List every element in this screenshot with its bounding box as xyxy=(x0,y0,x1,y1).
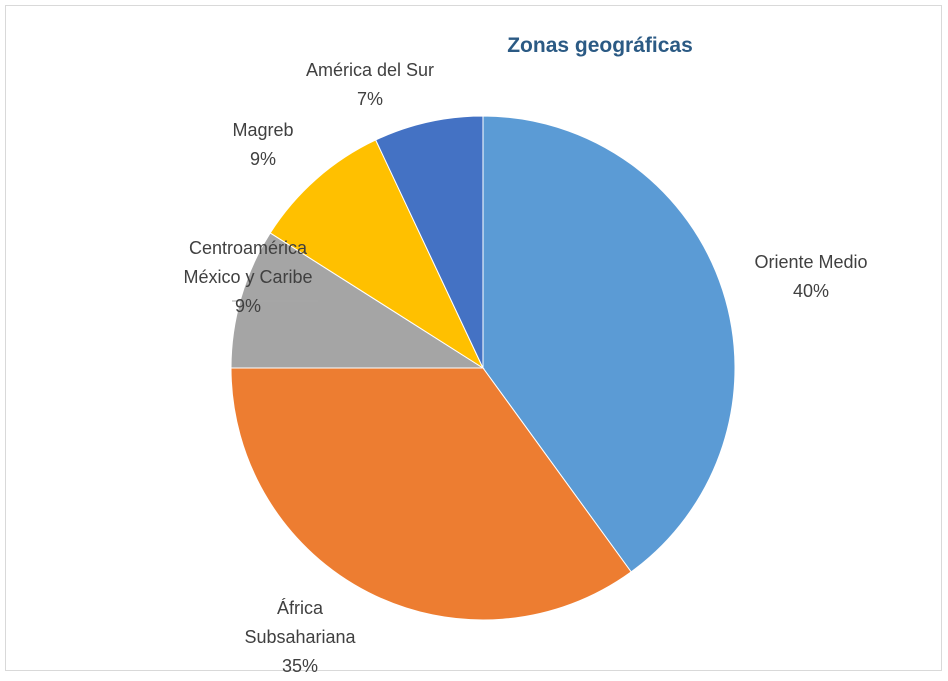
data-label: Oriente Medio 40% xyxy=(711,248,911,306)
pie xyxy=(230,115,736,621)
value-label: 7% xyxy=(356,89,383,109)
pie-slice xyxy=(482,115,736,573)
pie-slice xyxy=(230,367,632,621)
pie-slice xyxy=(269,139,485,370)
pie-slice xyxy=(375,115,484,369)
data-label: América del Sur 7% xyxy=(270,56,470,114)
value-label: 9% xyxy=(234,296,261,316)
category-label: Centroamérica México y Caribe xyxy=(183,238,313,287)
data-label: Magreb 9% xyxy=(203,116,323,174)
chart-title: Zonas geográficas xyxy=(507,34,693,57)
data-label: África Subsahariana 35% xyxy=(230,594,370,681)
data-label: Centroamérica México y Caribe 9% xyxy=(163,234,333,321)
category-label: Magreb xyxy=(232,120,294,140)
value-label: 40% xyxy=(792,281,830,301)
category-label: Oriente Medio xyxy=(754,252,868,272)
pie-slice xyxy=(230,232,485,369)
value-label: 35% xyxy=(281,656,319,676)
category-label: América del Sur xyxy=(305,60,435,80)
category-label: África Subsahariana xyxy=(244,598,356,647)
value-label: 9% xyxy=(249,149,276,169)
